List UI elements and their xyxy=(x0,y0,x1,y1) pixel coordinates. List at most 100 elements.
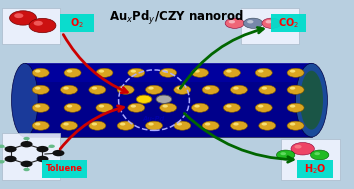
Circle shape xyxy=(36,146,48,152)
Circle shape xyxy=(117,85,134,94)
Circle shape xyxy=(131,105,136,108)
Circle shape xyxy=(290,105,295,108)
Circle shape xyxy=(226,105,232,108)
Circle shape xyxy=(259,85,276,94)
Circle shape xyxy=(290,70,295,73)
Circle shape xyxy=(136,95,152,103)
Circle shape xyxy=(128,103,145,112)
Circle shape xyxy=(120,123,125,125)
Circle shape xyxy=(67,105,72,108)
Circle shape xyxy=(255,68,272,77)
FancyBboxPatch shape xyxy=(2,133,60,180)
Circle shape xyxy=(223,103,240,112)
Circle shape xyxy=(131,70,136,73)
Text: Au-Pd: Au-Pd xyxy=(143,116,165,122)
Circle shape xyxy=(89,121,106,130)
Circle shape xyxy=(23,137,30,140)
Circle shape xyxy=(194,105,200,108)
Circle shape xyxy=(0,160,5,163)
Circle shape xyxy=(21,161,33,167)
Circle shape xyxy=(230,85,247,94)
FancyBboxPatch shape xyxy=(281,139,340,180)
Circle shape xyxy=(48,160,55,163)
Circle shape xyxy=(63,87,69,90)
Circle shape xyxy=(229,20,235,23)
Circle shape xyxy=(64,68,81,77)
Circle shape xyxy=(96,103,113,112)
Circle shape xyxy=(174,121,191,130)
Circle shape xyxy=(291,143,314,155)
Ellipse shape xyxy=(11,63,38,137)
Circle shape xyxy=(192,68,209,77)
Circle shape xyxy=(48,145,55,148)
Circle shape xyxy=(205,87,210,90)
Circle shape xyxy=(287,85,304,94)
Circle shape xyxy=(35,123,40,125)
Circle shape xyxy=(36,156,48,162)
Text: O$_2$: O$_2$ xyxy=(70,16,84,30)
Circle shape xyxy=(5,146,17,152)
Circle shape xyxy=(266,20,272,23)
Circle shape xyxy=(205,123,210,125)
Circle shape xyxy=(32,85,49,94)
Circle shape xyxy=(295,145,302,149)
FancyBboxPatch shape xyxy=(241,8,299,44)
Circle shape xyxy=(223,68,240,77)
Circle shape xyxy=(290,123,295,125)
Circle shape xyxy=(314,152,320,155)
Circle shape xyxy=(310,150,329,160)
Circle shape xyxy=(262,123,267,125)
Circle shape xyxy=(61,85,78,94)
Circle shape xyxy=(258,70,263,73)
Circle shape xyxy=(14,13,23,18)
Circle shape xyxy=(160,68,177,77)
Circle shape xyxy=(89,85,106,94)
Circle shape xyxy=(259,121,276,130)
Circle shape xyxy=(145,85,162,94)
Circle shape xyxy=(262,87,267,90)
FancyBboxPatch shape xyxy=(42,160,87,178)
Circle shape xyxy=(148,87,154,90)
Circle shape xyxy=(32,121,49,130)
Circle shape xyxy=(117,121,134,130)
Circle shape xyxy=(276,150,295,160)
FancyBboxPatch shape xyxy=(2,8,60,44)
Circle shape xyxy=(226,70,232,73)
Circle shape xyxy=(280,152,286,155)
Circle shape xyxy=(29,18,56,33)
Circle shape xyxy=(35,105,40,108)
Circle shape xyxy=(0,145,5,148)
Circle shape xyxy=(160,103,177,112)
Circle shape xyxy=(92,87,97,90)
Text: H$_2$O: H$_2$O xyxy=(304,162,326,176)
Circle shape xyxy=(120,87,125,90)
Circle shape xyxy=(262,18,281,28)
Circle shape xyxy=(10,11,36,25)
Circle shape xyxy=(287,103,304,112)
Circle shape xyxy=(177,123,182,125)
Circle shape xyxy=(35,70,40,73)
Circle shape xyxy=(174,85,191,94)
Text: Toluene: Toluene xyxy=(46,164,83,174)
Circle shape xyxy=(96,68,113,77)
Circle shape xyxy=(5,156,17,162)
Circle shape xyxy=(148,123,154,125)
Circle shape xyxy=(287,121,304,130)
FancyBboxPatch shape xyxy=(297,160,333,178)
FancyBboxPatch shape xyxy=(271,14,306,32)
Circle shape xyxy=(233,87,239,90)
Text: CO$_2$: CO$_2$ xyxy=(278,16,299,30)
Circle shape xyxy=(202,85,219,94)
Circle shape xyxy=(92,123,97,125)
Circle shape xyxy=(32,68,49,77)
Circle shape xyxy=(233,123,239,125)
Circle shape xyxy=(244,18,263,28)
Circle shape xyxy=(35,87,40,90)
Circle shape xyxy=(194,70,200,73)
Ellipse shape xyxy=(300,71,323,130)
Text: Au$_x$Pd$_y$/CZY nanorod: Au$_x$Pd$_y$/CZY nanorod xyxy=(109,9,245,26)
Circle shape xyxy=(32,103,49,112)
Circle shape xyxy=(61,121,78,130)
Circle shape xyxy=(202,121,219,130)
FancyBboxPatch shape xyxy=(60,14,94,32)
